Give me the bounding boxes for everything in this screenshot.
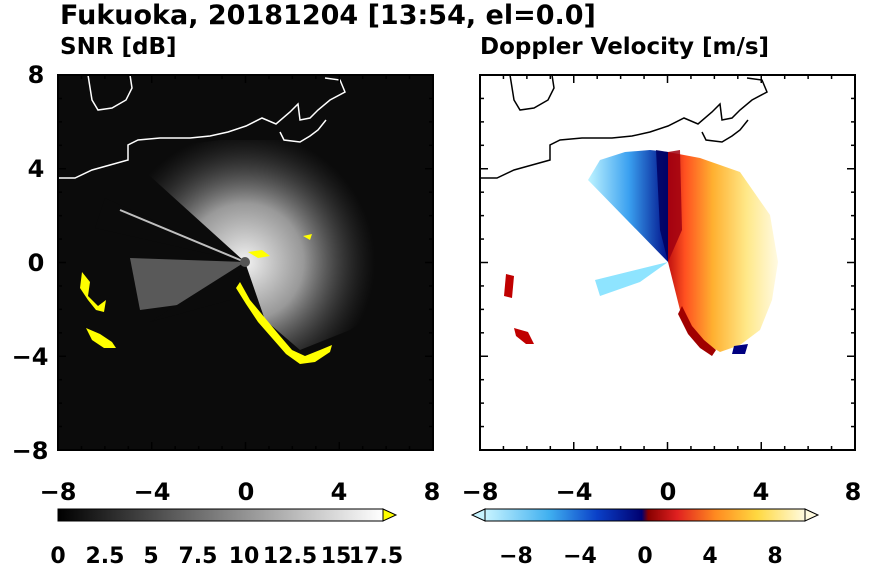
snr-clutter-west-1: [80, 272, 106, 312]
snr-clutter-west-2: [86, 328, 116, 348]
doppler-zero-line-blue: [656, 150, 668, 262]
snr-cb-tick-2.5: 2.5: [86, 544, 125, 569]
doppler-colorbar: [484, 508, 806, 522]
snr-colorbar: [57, 508, 384, 522]
doppler-cb-tick-4: 4: [702, 544, 717, 569]
doppler-clutter-blue: [732, 344, 748, 354]
snr-coastline: [58, 77, 346, 179]
doppler-coastline: [480, 77, 768, 179]
snr-beam-line: [119, 209, 246, 263]
doppler-approaching-low: [595, 262, 668, 296]
snr-y-tick-minus8: −8: [12, 437, 49, 465]
snr-cb-tick-7.5: 7.5: [179, 544, 218, 569]
doppler-panel: −8 −4 0 4 8 −8 −4 0 4 8: [462, 74, 862, 569]
doppler-x-tick-0: 0: [660, 478, 677, 506]
snr-x-tick-minus4: −4: [134, 478, 171, 506]
snr-x-tick-8: 8: [424, 478, 441, 506]
snr-y-tick-0: 0: [28, 249, 45, 277]
snr-colorbar-over-arrow: [382, 508, 398, 522]
doppler-tick-marks: [479, 74, 856, 451]
snr-cb-tick-0: 0: [50, 544, 65, 569]
doppler-x-tick-4: 4: [753, 478, 770, 506]
snr-x-tick-4: 4: [331, 478, 348, 506]
doppler-clutter-west-2: [514, 328, 534, 344]
snr-cb-tick-17.5: 17.5: [349, 544, 403, 569]
snr-x-tick-0: 0: [238, 478, 255, 506]
snr-x-tick-minus8: −8: [40, 478, 77, 506]
doppler-colorbar-over-arrow: [804, 508, 820, 522]
snr-radar-site: [240, 257, 250, 267]
doppler-cb-tick-8: 8: [767, 544, 782, 569]
snr-cb-tick-15: 15: [321, 544, 352, 569]
snr-echo-sector: [130, 140, 410, 350]
snr-panel-title: SNR [dB]: [60, 34, 177, 60]
doppler-clutter-west-1: [504, 274, 514, 298]
doppler-colorbar-under-arrow: [470, 508, 486, 522]
doppler-x-tick-8: 8: [845, 478, 862, 506]
doppler-cb-tick-0: 0: [637, 544, 652, 569]
snr-panel: 8 4 0 −4 −8 −8 −4 0 4 8 0 2.5 5 7.5 10 1…: [12, 61, 441, 569]
doppler-coastline-north: [509, 75, 555, 111]
snr-clutter-speck: [303, 234, 312, 240]
doppler-x-tick-minus8: −8: [462, 478, 499, 506]
doppler-cb-tick-minus8: −8: [499, 544, 533, 569]
figure-title: Fukuoka, 20181204 [13:54, el=0.0]: [60, 0, 596, 31]
snr-coastline-north: [87, 75, 133, 111]
snr-cb-tick-12.5: 12.5: [263, 544, 317, 569]
doppler-clutter-coast: [678, 306, 716, 356]
snr-coastline-harbor: [279, 119, 327, 143]
doppler-zero-line-red: [668, 150, 682, 262]
snr-clutter-center: [248, 250, 270, 258]
doppler-x-tick-minus4: −4: [556, 478, 593, 506]
doppler-panel-title: Doppler Velocity [m/s]: [480, 34, 770, 60]
snr-y-tick-8: 8: [28, 61, 45, 89]
snr-clutter-coast: [236, 282, 332, 364]
snr-cb-tick-5: 5: [143, 544, 158, 569]
doppler-cb-tick-minus4: −4: [563, 544, 597, 569]
snr-cb-tick-10: 10: [229, 544, 260, 569]
snr-y-tick-4: 4: [28, 155, 45, 183]
snr-tick-marks: [57, 74, 434, 451]
doppler-plot-background: [480, 75, 855, 450]
doppler-approaching-region: [588, 150, 668, 262]
snr-blocked-sector-2: [150, 262, 245, 322]
doppler-coastline-harbor: [701, 119, 749, 143]
snr-y-tick-minus4: −4: [12, 343, 49, 371]
doppler-receding-region: [668, 152, 778, 352]
